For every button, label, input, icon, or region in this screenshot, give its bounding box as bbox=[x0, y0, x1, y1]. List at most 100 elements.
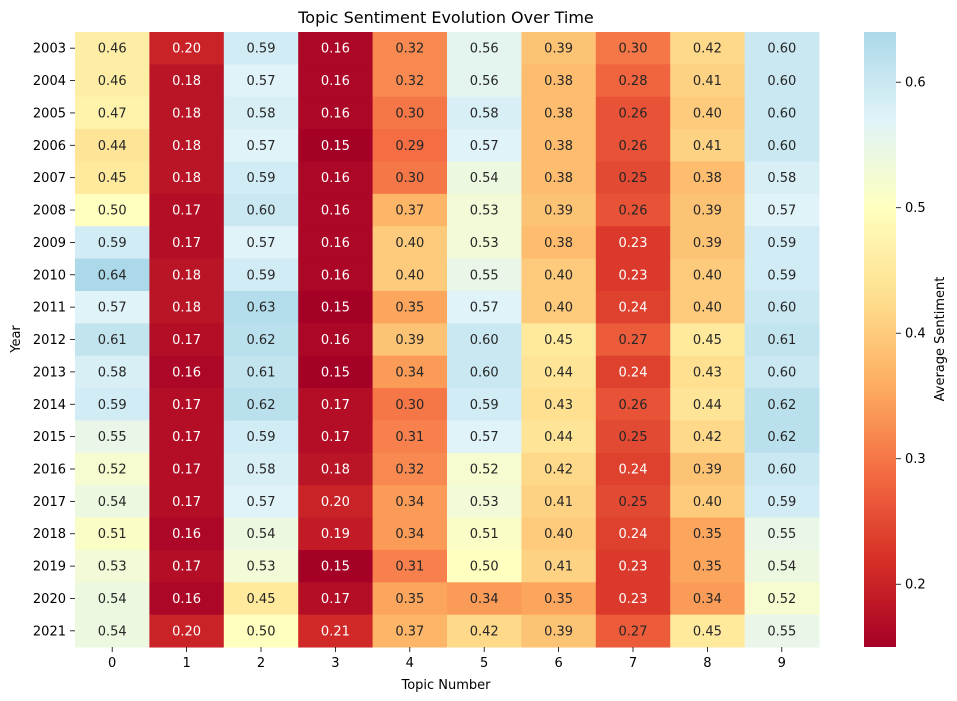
heatmap-cell bbox=[595, 161, 671, 195]
heatmap-cell bbox=[149, 485, 225, 519]
heatmap-cell bbox=[372, 388, 448, 421]
cell-value-label: 0.18 bbox=[172, 106, 201, 121]
cell-value-label: 0.38 bbox=[544, 171, 573, 186]
cell-value-label: 0.58 bbox=[470, 106, 499, 121]
heatmap-cell bbox=[298, 517, 374, 551]
heatmap-cell bbox=[223, 485, 299, 519]
cell-value-label: 0.59 bbox=[98, 398, 127, 413]
cell-value-label: 0.16 bbox=[321, 42, 350, 57]
heatmap-cell bbox=[744, 290, 820, 324]
heatmap-cell bbox=[372, 258, 448, 292]
cell-value-label: 0.16 bbox=[172, 592, 201, 607]
heatmap-cell bbox=[595, 614, 671, 648]
cell-value-label: 0.30 bbox=[395, 106, 424, 121]
heatmap-cell bbox=[298, 193, 374, 227]
cell-value-label: 0.26 bbox=[619, 204, 648, 219]
heatmap-cell bbox=[744, 323, 820, 357]
heatmap-cell bbox=[595, 485, 671, 519]
colorbar-tick-label: 0.4 bbox=[905, 327, 926, 342]
cell-value-label: 0.17 bbox=[172, 204, 201, 219]
heatmap-cell bbox=[670, 388, 746, 421]
heatmap-cell bbox=[447, 452, 522, 486]
heatmap-cell bbox=[75, 323, 150, 357]
heatmap-cell bbox=[75, 226, 150, 260]
heatmap-cell bbox=[670, 64, 746, 98]
cell-value-label: 0.61 bbox=[98, 333, 127, 348]
heatmap-cell bbox=[223, 549, 299, 583]
cell-value-label: 0.39 bbox=[395, 333, 424, 348]
cell-value-label: 0.38 bbox=[544, 106, 573, 121]
cell-value-label: 0.16 bbox=[172, 527, 201, 542]
heatmap-cell bbox=[447, 388, 522, 421]
heatmap-cell bbox=[521, 32, 597, 65]
cell-value-label: 0.45 bbox=[693, 333, 722, 348]
heatmap-cell bbox=[744, 161, 820, 195]
cell-value-label: 0.54 bbox=[767, 560, 796, 575]
colorbar bbox=[864, 32, 896, 647]
cell-value-label: 0.15 bbox=[321, 560, 350, 575]
heatmap-cell bbox=[670, 96, 746, 130]
heatmap-cell bbox=[372, 226, 448, 260]
cell-value-label: 0.63 bbox=[247, 301, 276, 316]
cell-value-label: 0.18 bbox=[172, 301, 201, 316]
heatmap-cell bbox=[744, 517, 820, 551]
cell-value-label: 0.32 bbox=[395, 462, 424, 477]
heatmap-cell bbox=[521, 193, 597, 227]
heatmap-cell bbox=[372, 193, 448, 227]
x-tick-label: 4 bbox=[406, 656, 414, 671]
heatmap-cell bbox=[521, 290, 597, 324]
heatmap-cell bbox=[223, 290, 299, 324]
heatmap-cell bbox=[75, 517, 150, 551]
cell-value-label: 0.45 bbox=[247, 592, 276, 607]
heatmap-cell bbox=[149, 452, 225, 486]
heatmap-cell bbox=[670, 129, 746, 162]
cell-value-label: 0.60 bbox=[767, 365, 796, 380]
cell-value-label: 0.40 bbox=[693, 106, 722, 121]
cell-value-label: 0.23 bbox=[619, 592, 648, 607]
colorbar-tick-label: 0.6 bbox=[905, 76, 926, 91]
cell-value-label: 0.55 bbox=[470, 268, 499, 283]
y-tick-label: 2017 bbox=[33, 495, 66, 510]
cell-value-label: 0.40 bbox=[693, 495, 722, 510]
heatmap-cell bbox=[75, 258, 150, 292]
cell-value-label: 0.58 bbox=[247, 462, 276, 477]
heatmap-cell bbox=[298, 290, 374, 324]
cell-value-label: 0.39 bbox=[544, 204, 573, 219]
heatmap-cells bbox=[75, 32, 820, 648]
cell-value-label: 0.47 bbox=[98, 106, 127, 121]
y-tick-label: 2015 bbox=[33, 430, 66, 445]
heatmap-cell bbox=[521, 614, 597, 648]
heatmap-cell bbox=[447, 323, 522, 357]
heatmap-cell bbox=[447, 32, 522, 65]
heatmap-cell bbox=[372, 323, 448, 357]
heatmap-cell bbox=[223, 96, 299, 130]
heatmap-cell bbox=[521, 452, 597, 486]
heatmap-cell bbox=[521, 258, 597, 292]
cell-value-label: 0.17 bbox=[172, 430, 201, 445]
cell-value-label: 0.41 bbox=[544, 560, 573, 575]
cell-value-label: 0.57 bbox=[767, 204, 796, 219]
heatmap-cell bbox=[223, 226, 299, 260]
cell-value-label: 0.40 bbox=[693, 268, 722, 283]
cell-value-label: 0.56 bbox=[470, 74, 499, 89]
heatmap-cell bbox=[372, 64, 448, 98]
cell-value-label: 0.38 bbox=[544, 74, 573, 89]
heatmap-cell bbox=[223, 64, 299, 98]
cell-value-label: 0.17 bbox=[172, 236, 201, 251]
cell-value-label: 0.24 bbox=[619, 301, 648, 316]
y-axis-label: Year bbox=[9, 325, 24, 354]
cell-value-label: 0.37 bbox=[395, 204, 424, 219]
heatmap-cell bbox=[75, 549, 150, 583]
cell-value-label: 0.16 bbox=[321, 236, 350, 251]
heatmap-cell bbox=[372, 161, 448, 195]
cell-value-label: 0.43 bbox=[544, 398, 573, 413]
cell-value-label: 0.55 bbox=[98, 430, 127, 445]
heatmap-cell bbox=[744, 226, 820, 260]
heatmap-cell bbox=[521, 64, 597, 98]
heatmap-cell bbox=[223, 193, 299, 227]
heatmap-cell bbox=[75, 355, 150, 389]
cell-value-label: 0.60 bbox=[767, 301, 796, 316]
cell-value-label: 0.52 bbox=[470, 462, 499, 477]
heatmap-cell bbox=[372, 517, 448, 551]
cell-value-label: 0.60 bbox=[767, 74, 796, 89]
